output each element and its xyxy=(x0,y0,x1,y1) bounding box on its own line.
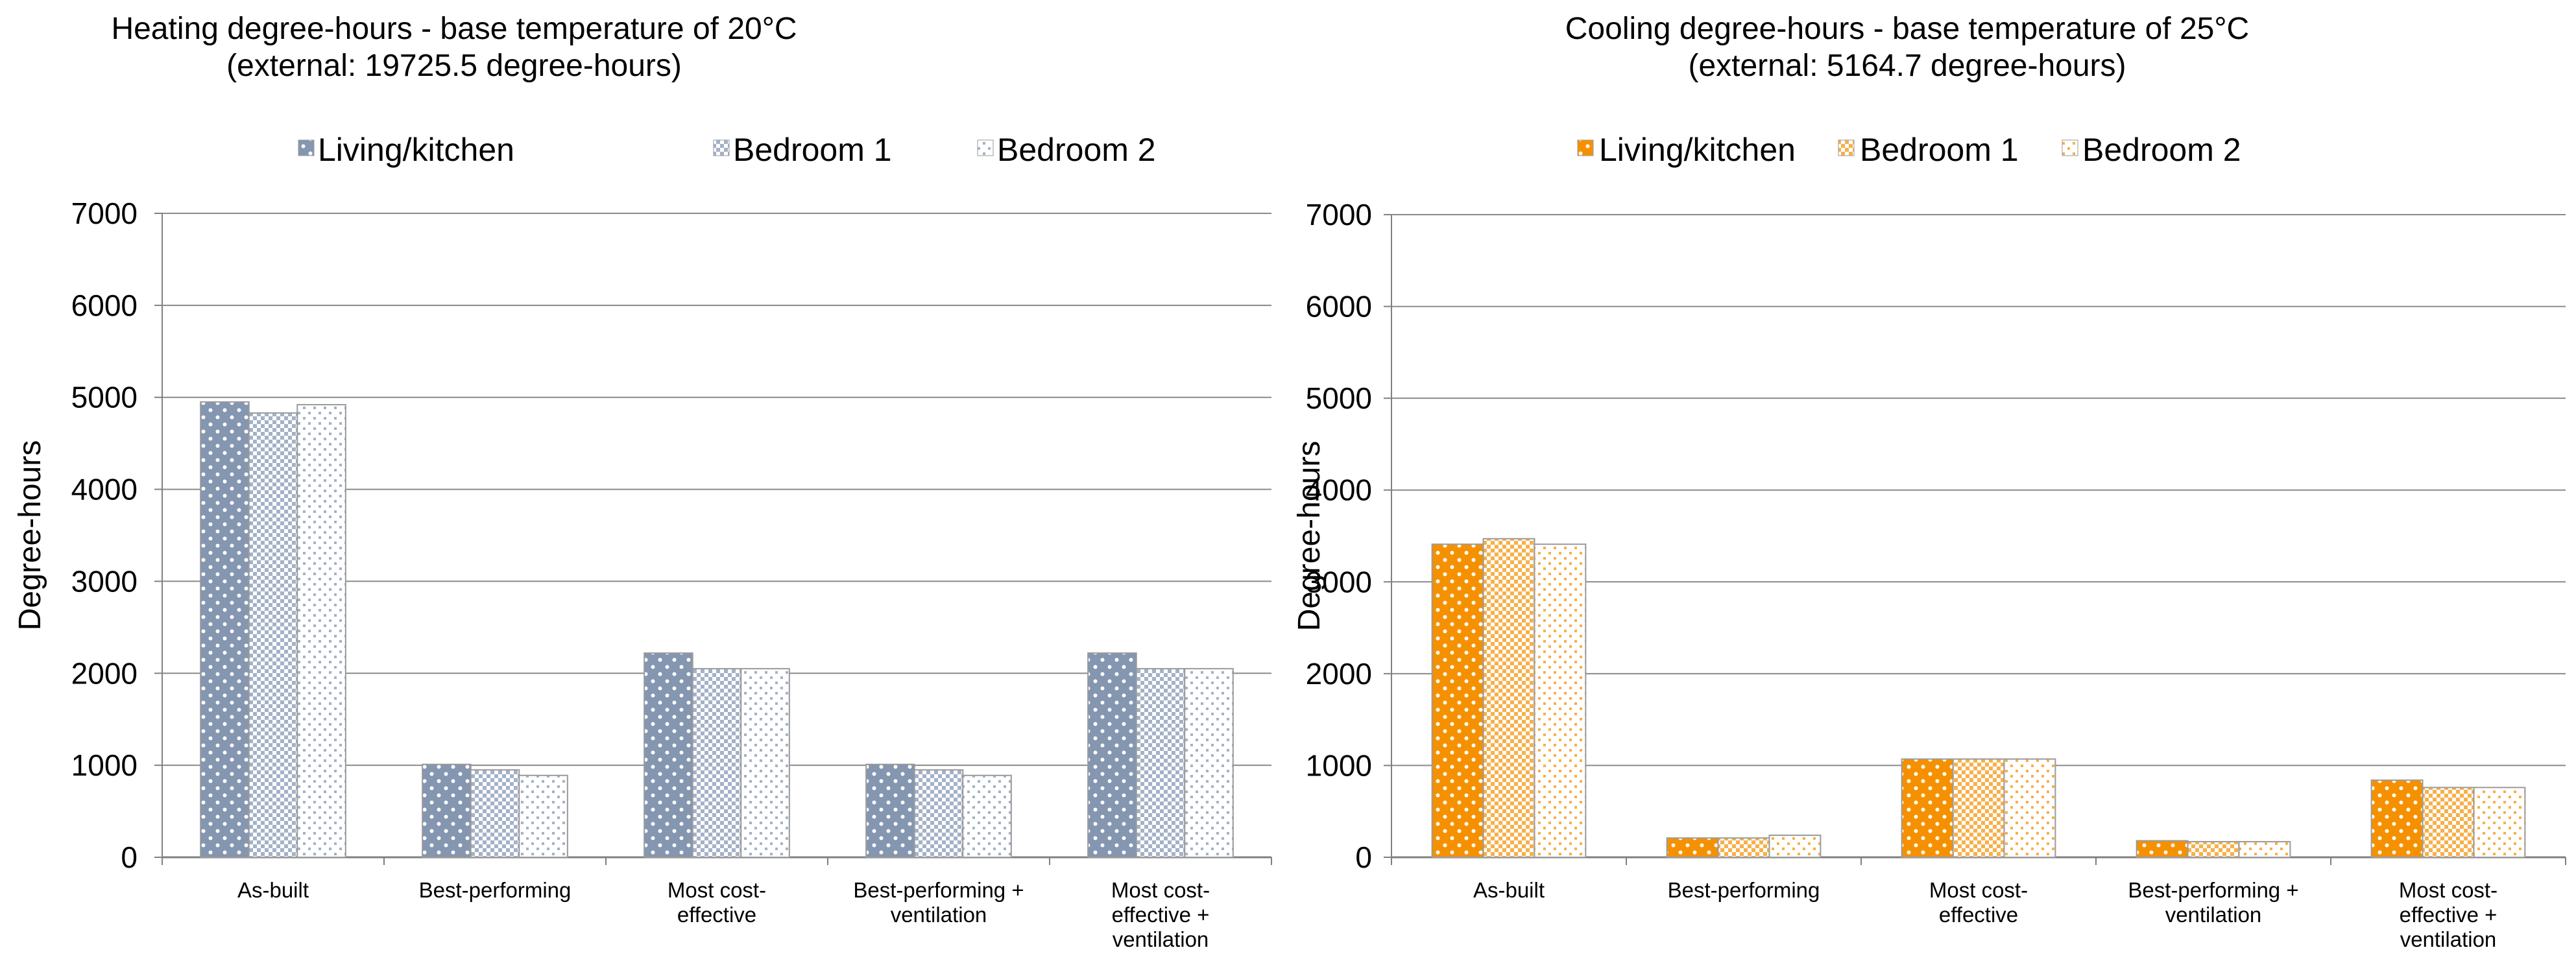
x-tick-label: Most cost- xyxy=(668,878,766,902)
y-tick-label: 1000 xyxy=(1306,748,1372,782)
y-tick-label: 1000 xyxy=(71,748,138,782)
bar xyxy=(913,769,964,858)
y-tick-label: 7000 xyxy=(1306,198,1372,232)
y-tick-label: 3000 xyxy=(71,564,138,598)
bar xyxy=(692,668,742,858)
bar xyxy=(296,404,346,858)
y-tick-label: 6000 xyxy=(71,289,138,322)
bar xyxy=(2238,840,2291,859)
legend-swatch xyxy=(713,139,730,156)
bar xyxy=(200,401,250,858)
y-tick-label: 0 xyxy=(1355,840,1372,874)
y-tick-label: 0 xyxy=(121,840,138,874)
x-tick-label: ventilation xyxy=(2400,927,2497,951)
bar xyxy=(422,763,472,858)
y-tick-label: 4000 xyxy=(71,473,138,506)
bar xyxy=(2003,758,2056,858)
x-tick-label: As-built xyxy=(1473,878,1545,902)
bar xyxy=(1666,837,1719,859)
bar xyxy=(1534,543,1587,859)
bar xyxy=(740,668,790,858)
bar xyxy=(1087,652,1137,858)
bar xyxy=(1482,538,1535,858)
bar xyxy=(962,774,1012,859)
x-tick-label: ventilation xyxy=(2165,903,2262,927)
bar xyxy=(865,763,915,858)
bar xyxy=(1768,835,1822,858)
legend-label: Bedroom 1 xyxy=(1860,132,2019,168)
y-tick-label: 5000 xyxy=(71,381,138,414)
bar xyxy=(1135,668,1186,858)
y-tick-label: 6000 xyxy=(1306,290,1372,324)
chart-title-line: (external: 5164.7 degree-hours) xyxy=(1688,49,2126,83)
y-axis-label: Degree-hours xyxy=(1292,441,1327,631)
y-tick-label: 4000 xyxy=(1306,473,1372,507)
legend-swatch xyxy=(1838,139,1855,156)
x-tick-label: As-built xyxy=(237,878,309,902)
bar xyxy=(518,774,568,859)
x-tick-label: Best-performing + xyxy=(2128,878,2298,902)
bar xyxy=(470,769,520,858)
y-tick-label: 5000 xyxy=(1306,381,1372,415)
x-tick-label: Most cost- xyxy=(2399,878,2498,902)
chart-title-line: Cooling degree-hours - base temperature … xyxy=(1565,12,2249,46)
chart-title-line: (external: 19725.5 degree-hours) xyxy=(226,49,682,83)
bar xyxy=(2422,787,2475,859)
y-tick-label: 2000 xyxy=(71,656,138,690)
bar xyxy=(248,412,298,858)
bar xyxy=(2473,787,2526,859)
x-tick-label: Best-performing xyxy=(1668,878,1820,902)
bar xyxy=(2370,779,2424,858)
bar xyxy=(2136,840,2189,858)
legend-swatch xyxy=(1577,139,1594,156)
x-tick-label: ventilation xyxy=(891,903,987,927)
bar xyxy=(1901,758,1954,858)
bar xyxy=(644,652,693,858)
x-tick-label: effective + xyxy=(1112,903,1210,927)
y-tick-label: 7000 xyxy=(71,196,138,230)
legend-swatch xyxy=(2062,139,2078,156)
x-tick-label: effective xyxy=(1939,903,2018,927)
legend-label: Bedroom 2 xyxy=(2082,132,2241,168)
bar xyxy=(1184,668,1234,858)
bar xyxy=(1952,758,2005,858)
legend-label: Living/kitchen xyxy=(1599,132,1796,168)
legend-swatch xyxy=(298,139,315,156)
x-tick-label: effective xyxy=(677,903,756,927)
y-tick-label: 2000 xyxy=(1306,657,1372,691)
chart-title-line: Heating degree-hours - base temperature … xyxy=(111,12,797,46)
chart-cooling: Cooling degree-hours - base temperature … xyxy=(1292,12,2566,951)
y-tick-label: 3000 xyxy=(1306,565,1372,599)
x-tick-label: Most cost- xyxy=(1929,878,2028,902)
x-tick-label: Most cost- xyxy=(1111,878,1210,902)
legend-label: Bedroom 2 xyxy=(997,132,1156,168)
bar xyxy=(2187,840,2240,859)
legend-label: Bedroom 1 xyxy=(733,132,892,168)
chart-heating: Heating degree-hours - base temperature … xyxy=(13,12,1272,951)
y-axis-label: Degree-hours xyxy=(13,440,47,630)
legend-swatch xyxy=(977,139,994,156)
bar xyxy=(1717,837,1770,859)
x-tick-label: Best-performing xyxy=(419,878,572,902)
bar xyxy=(1431,543,1484,859)
x-tick-label: effective + xyxy=(2400,903,2498,927)
legend-label: Living/kitchen xyxy=(318,132,514,168)
x-tick-label: Best-performing + xyxy=(853,878,1024,902)
x-tick-label: ventilation xyxy=(1113,927,1209,951)
